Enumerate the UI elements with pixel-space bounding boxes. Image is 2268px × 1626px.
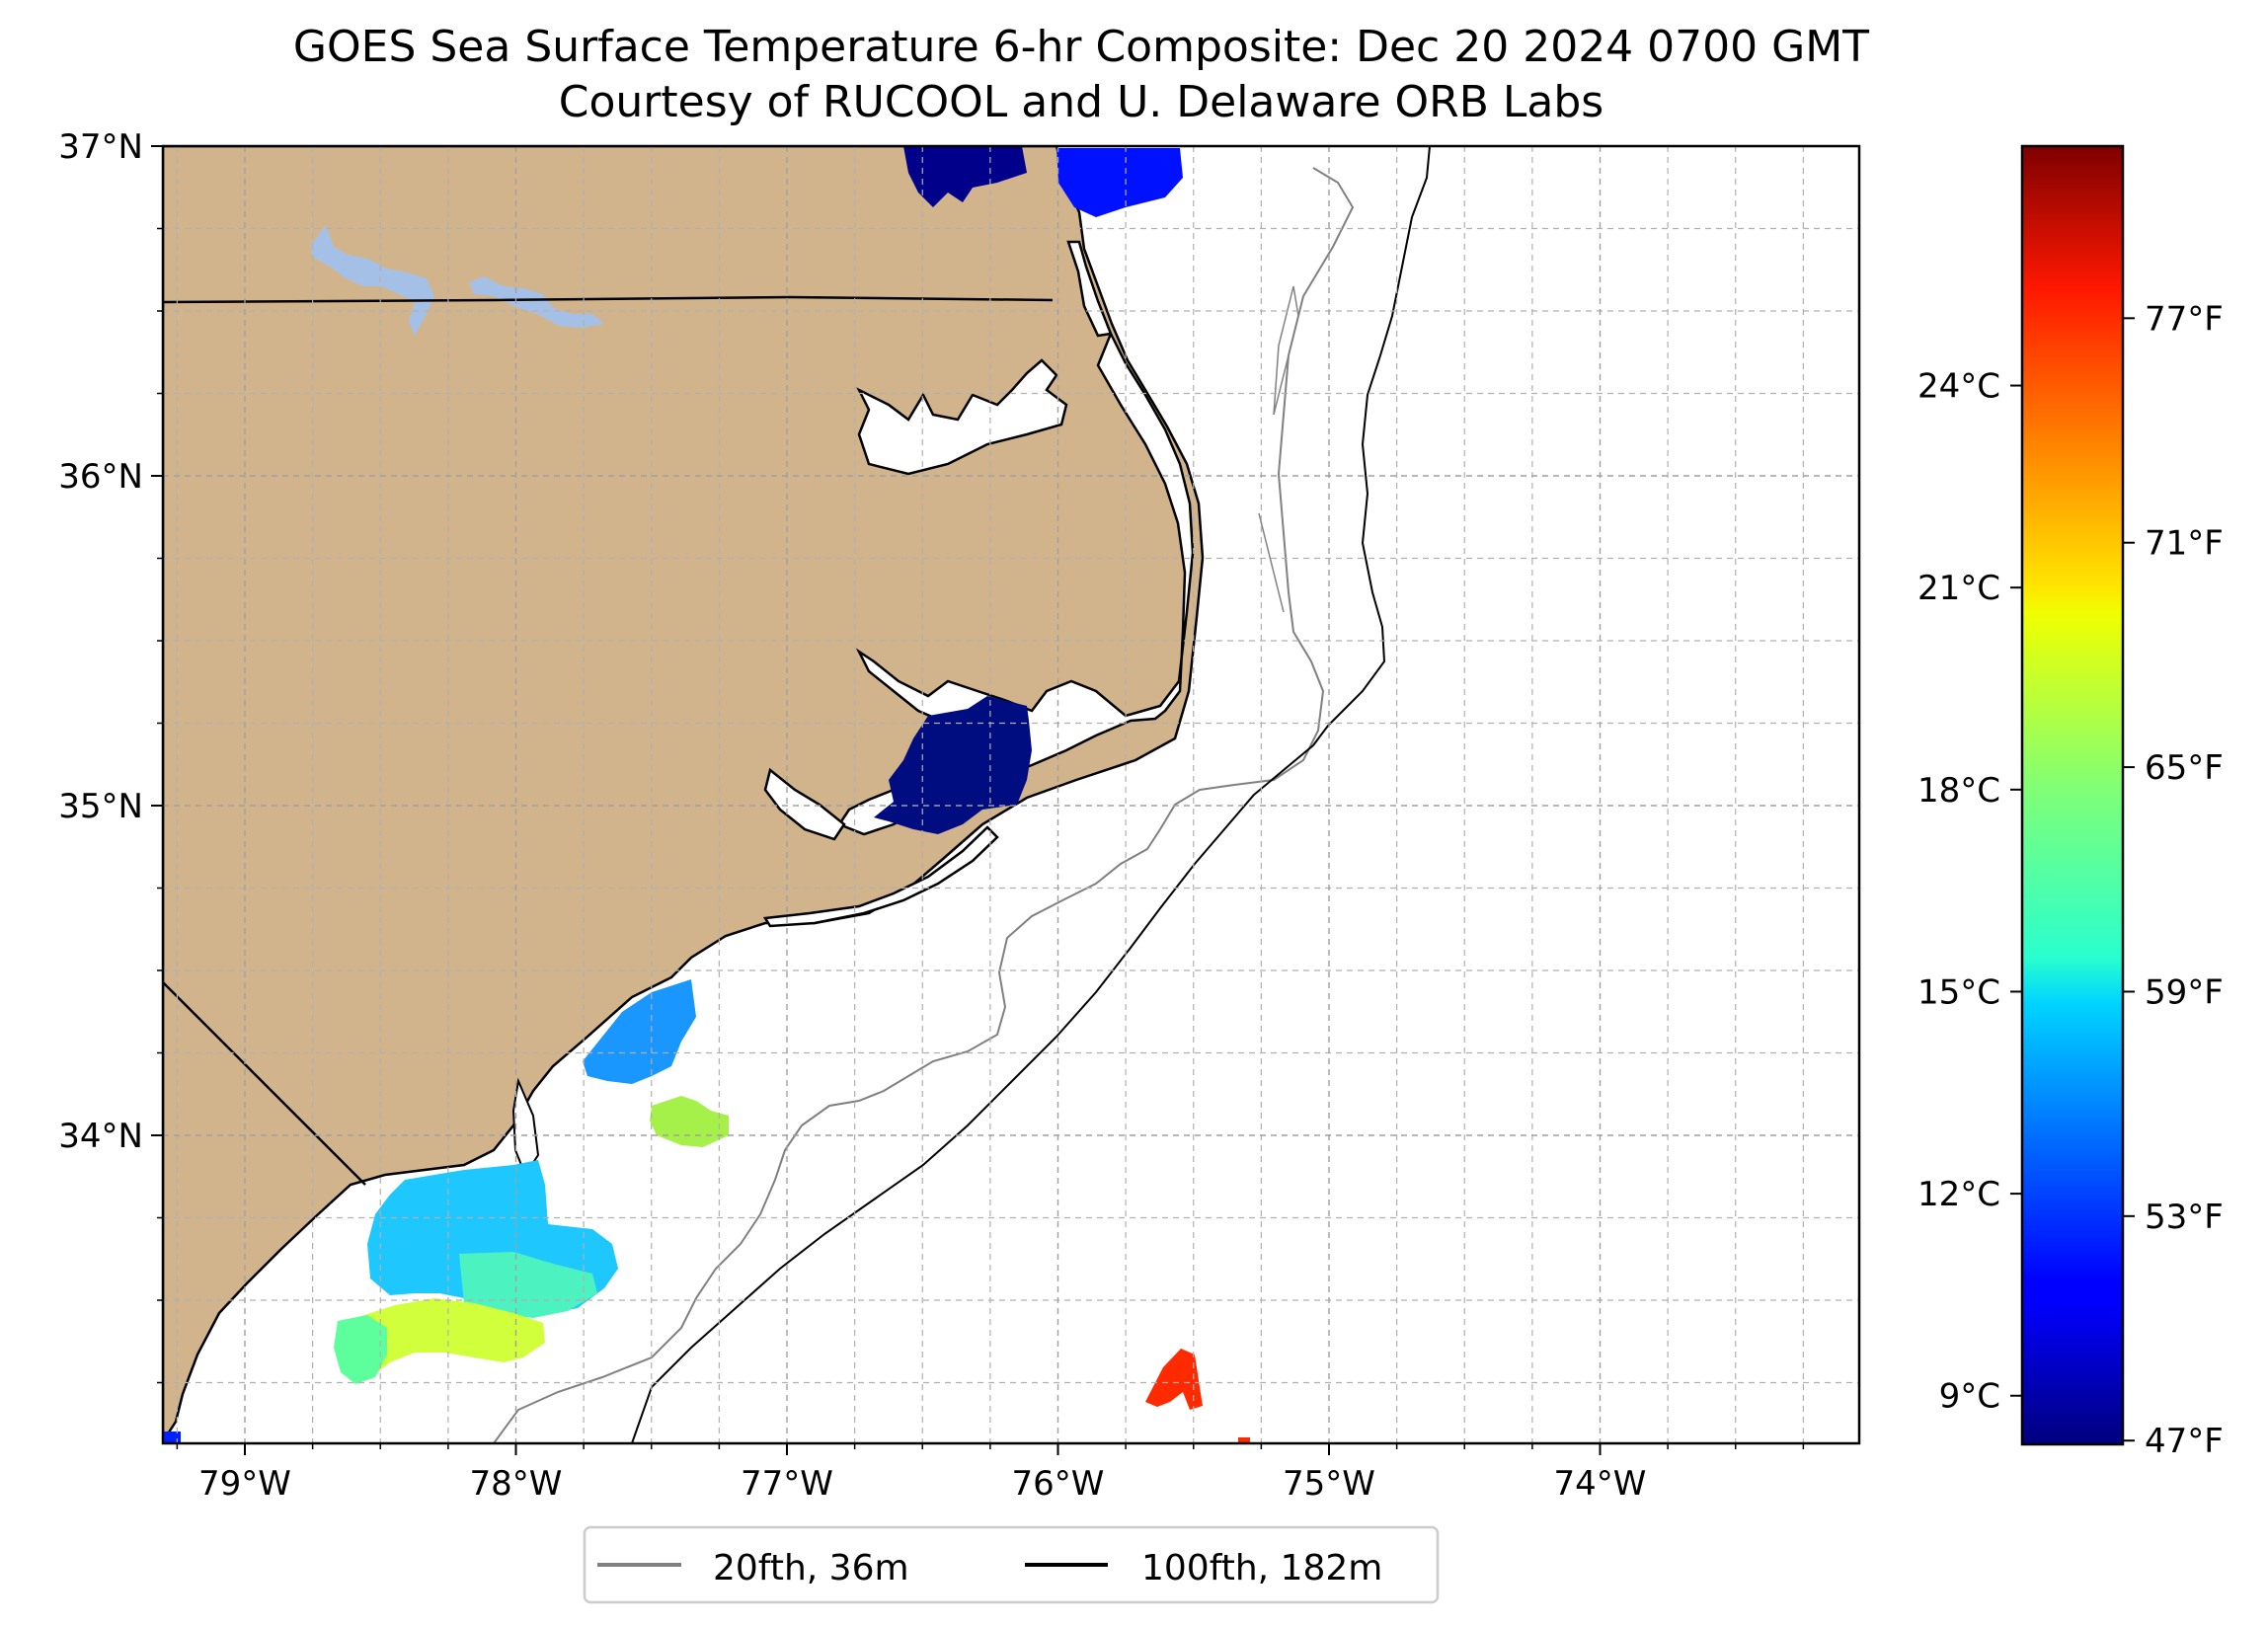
minor-gridlines — [163, 146, 1859, 1443]
lat-tick-label: 34°N — [58, 1117, 143, 1156]
albemarle-sound — [856, 358, 1068, 476]
sst-patch-corner — [163, 1432, 181, 1443]
map-frame — [161, 144, 1861, 1445]
major-gridlines — [163, 146, 1859, 1443]
inland-lake — [311, 225, 434, 336]
nc-sc-border — [163, 981, 366, 1186]
celsius-tick-label: 21°C — [1917, 569, 2000, 608]
sst-patch-gulfstream — [1145, 1349, 1203, 1410]
lon-tick-label: 78°W — [470, 1464, 563, 1504]
lon-tick-label: 74°W — [1554, 1464, 1647, 1504]
sst-patch-north — [903, 146, 1027, 207]
legend-label-20fth: 20fth, 36m — [713, 1548, 909, 1588]
lon-tick-label: 75°W — [1283, 1464, 1375, 1504]
sst-patch-onslow — [583, 979, 696, 1084]
lon-tick-label: 79°W — [198, 1464, 291, 1504]
celsius-tick-label: 24°C — [1917, 367, 2000, 407]
fahrenheit-tick-label: 47°F — [2145, 1422, 2224, 1461]
lon-tick-label: 77°W — [741, 1464, 833, 1504]
fahrenheit-tick-label: 53°F — [2145, 1198, 2224, 1237]
fahrenheit-tick-label: 71°F — [2145, 524, 2224, 564]
fahrenheit-tick-label: 65°F — [2145, 748, 2224, 788]
lat-tick-label: 37°N — [58, 127, 143, 167]
colorbar-fahrenheit-ticks: 47°F 53°F 59°F 65°F 71°F 77°F — [2123, 299, 2224, 1461]
isobath-100fth — [631, 146, 1431, 1443]
neuse-estuary — [763, 767, 846, 841]
sst-patch-gulfstream-2 — [1238, 1437, 1250, 1443]
celsius-tick-label: 9°C — [1939, 1377, 2000, 1417]
longitude-axis: 79°W 78°W 77°W 76°W 75°W 74°W — [176, 1443, 1805, 1504]
legend: 20fth, 36m 100fth, 182m — [583, 1525, 1440, 1604]
colorbar-gradient — [2022, 146, 2123, 1444]
fahrenheit-tick-label: 59°F — [2145, 972, 2224, 1012]
sst-patch-longbay-south — [348, 1298, 545, 1380]
map-subtitle: Courtesy of RUCOOL and U. Delaware ORB L… — [558, 77, 1604, 127]
sst-pixels — [163, 146, 1250, 1443]
celsius-tick-label: 15°C — [1917, 972, 2000, 1012]
map-title: GOES Sea Surface Temperature 6-hr Compos… — [292, 22, 1870, 72]
lat-tick-label: 36°N — [58, 457, 143, 497]
celsius-tick-label: 12°C — [1917, 1175, 2000, 1214]
legend-label-100fth: 100fth, 182m — [1141, 1548, 1382, 1588]
latitude-axis: 37°N 36°N 35°N 34°N — [58, 127, 163, 1384]
fahrenheit-tick-label: 77°F — [2145, 299, 2224, 339]
sst-patch-longbay-inner — [459, 1252, 597, 1318]
inland-lake — [469, 276, 604, 328]
bogue-sound — [762, 825, 999, 928]
sst-patch-longbay-sw — [334, 1315, 387, 1384]
sst-patch-green — [650, 1096, 729, 1147]
sst-patch-north-offshore — [1056, 148, 1183, 217]
isobath-20fth — [493, 167, 1355, 1443]
lat-tick-label: 35°N — [58, 787, 143, 826]
legend-box — [583, 1525, 1440, 1604]
colorbar-celsius-ticks: 9°C 12°C 15°C 18°C 21°C 24°C — [1917, 367, 2022, 1417]
map-panel — [163, 146, 1859, 1443]
sst-patch-pamlico — [874, 696, 1032, 834]
colorbar-frame — [2020, 144, 2125, 1446]
va-nc-border — [163, 295, 1054, 304]
currituck-sound — [1066, 240, 1113, 338]
lon-tick-label: 76°W — [1012, 1464, 1105, 1504]
colorbar: 9°C 12°C 15°C 18°C 21°C 24°C 47°F 53°F 59°F 65°F… — [1917, 144, 2224, 1461]
celsius-tick-label: 18°C — [1917, 771, 2000, 811]
